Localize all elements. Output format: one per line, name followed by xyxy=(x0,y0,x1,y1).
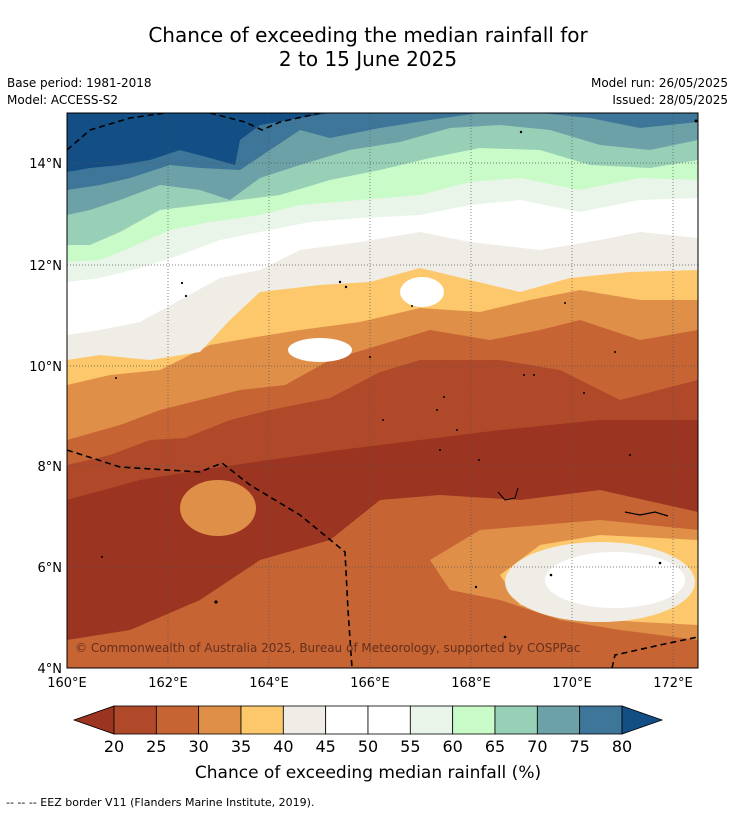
band-50-55-south xyxy=(545,552,685,608)
colorbar-label: 30 xyxy=(188,737,208,756)
lon-tick: 170°E xyxy=(552,676,592,691)
band-50-55-blob xyxy=(288,338,352,362)
colorbar-label: 55 xyxy=(400,737,420,756)
eez-border xyxy=(67,113,698,668)
colorbar: 20 25 30 35 40 45 50 55 60 65 70 75 80 xyxy=(72,705,664,756)
colorbar-extend-high xyxy=(621,705,664,735)
atoll-outline xyxy=(624,511,669,517)
colorbar-label: 70 xyxy=(527,737,547,756)
map-frame xyxy=(66,112,699,669)
lon-tick: 168°E xyxy=(451,676,491,691)
atoll-outline-2 xyxy=(497,487,519,501)
model-name: Model: ACCESS-S2 xyxy=(7,93,119,107)
colorbar-title: Chance of exceeding median rainfall (%) xyxy=(195,763,541,783)
lon-tick: 172°E xyxy=(653,676,693,691)
colorbar-label: 65 xyxy=(485,737,505,756)
copyright-text: © Commonwealth of Australia 2025, Bureau… xyxy=(75,641,580,655)
lat-axis: 14°N 12°N 10°N 8°N 6°N 4°N xyxy=(29,157,62,677)
colorbar-swatch xyxy=(579,705,623,735)
colorbar-swatch xyxy=(367,705,411,735)
colorbar-label: 45 xyxy=(315,737,335,756)
colorbar-label: 20 xyxy=(104,737,124,756)
lat-tick: 6°N xyxy=(38,561,63,576)
lon-tick: 162°E xyxy=(148,676,188,691)
lon-tick: 166°E xyxy=(350,676,390,691)
lon-tick: 160°E xyxy=(47,676,87,691)
colorbar-swatch xyxy=(536,705,581,735)
lat-tick: 4°N xyxy=(38,662,63,677)
colorbar-label: 60 xyxy=(442,737,462,756)
band-50-55-blob2 xyxy=(400,277,444,307)
island-markers xyxy=(101,119,698,639)
lat-tick: 12°N xyxy=(29,259,62,274)
lon-axis: 160°E 162°E 164°E 166°E 168°E 170°E 172°… xyxy=(47,676,693,691)
band-over-80 xyxy=(67,113,330,172)
colorbar-swatch xyxy=(198,705,242,735)
colorbar-label: 50 xyxy=(358,737,378,756)
colorbar-label: 35 xyxy=(231,737,251,756)
base-period: Base period: 1981-2018 xyxy=(7,76,152,90)
map-title-line1: Chance of exceeding the median rainfall … xyxy=(148,23,588,47)
colorbar-swatch xyxy=(494,705,538,735)
band-35-40-blob xyxy=(180,480,256,536)
lat-tick: 10°N xyxy=(29,360,62,375)
colorbar-swatch xyxy=(240,705,284,735)
model-run: Model run: 26/05/2025 xyxy=(590,76,728,90)
colorbar-extend-low xyxy=(72,705,115,735)
colorbar-label: 75 xyxy=(569,737,589,756)
rainfall-map xyxy=(67,113,698,668)
colorbar-label: 80 xyxy=(612,737,632,756)
colorbar-swatch xyxy=(409,705,454,735)
colorbar-label: 25 xyxy=(146,737,166,756)
lat-tick: 8°N xyxy=(38,460,63,475)
graticule xyxy=(67,113,698,668)
colorbar-swatch xyxy=(452,705,496,735)
eez-footnote: -- -- -- EEZ border V11 (Flanders Marine… xyxy=(6,796,315,809)
colorbar-swatch xyxy=(282,705,327,735)
issued-date: Issued: 28/05/2025 xyxy=(612,93,728,107)
colorbar-swatch xyxy=(155,705,200,735)
colorbar-swatch xyxy=(325,705,369,735)
map-title-line2: 2 to 15 June 2025 xyxy=(278,47,458,71)
colorbar-swatch xyxy=(113,705,157,735)
lon-tick: 164°E xyxy=(249,676,289,691)
colorbar-label: 40 xyxy=(273,737,293,756)
lat-tick: 14°N xyxy=(29,157,62,172)
